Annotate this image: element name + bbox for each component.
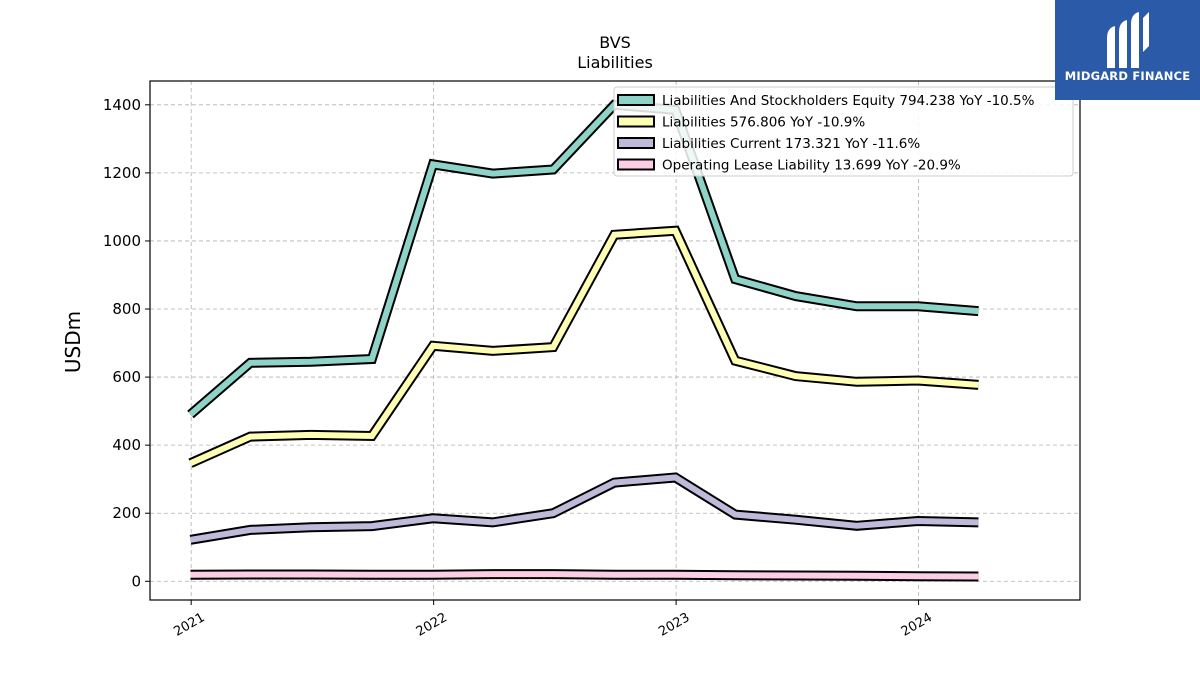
legend-swatch bbox=[617, 115, 655, 128]
logo-mark-icon bbox=[1107, 12, 1149, 68]
y-tick-label: 400 bbox=[112, 436, 141, 454]
x-tick-label: 2021 bbox=[171, 610, 207, 640]
legend-label: Operating Lease Liability 13.699 YoY -20… bbox=[662, 158, 961, 174]
y-tick-label: 1400 bbox=[103, 96, 141, 114]
y-tick-label: 600 bbox=[112, 368, 141, 386]
y-tick-label: 1200 bbox=[103, 164, 141, 182]
legend-swatch bbox=[617, 137, 655, 149]
x-axis: 2021 2022 2023 2024 bbox=[171, 600, 935, 640]
series-1 bbox=[188, 225, 979, 468]
series-0 bbox=[187, 99, 979, 419]
y-tick-label: 0 bbox=[131, 572, 141, 590]
y-axis-label: USDm bbox=[61, 311, 85, 373]
x-tick-label: 2024 bbox=[899, 610, 935, 640]
logo-text: MIDGARD FINANCE bbox=[1064, 69, 1191, 83]
series-line bbox=[188, 101, 979, 417]
series-line bbox=[190, 474, 979, 543]
y-axis: 0 200 400 600 800 1000 1200 1400 bbox=[103, 96, 150, 590]
series-line-outline bbox=[189, 472, 979, 545]
chart-subtitle: Liabilities bbox=[577, 53, 653, 72]
y-tick-label: 200 bbox=[112, 504, 141, 522]
y-tick-label: 1000 bbox=[103, 232, 141, 250]
legend-box bbox=[613, 86, 1074, 177]
series-layer bbox=[187, 99, 979, 582]
legend-item: Operating Lease Liability 13.699 YoY -20… bbox=[617, 158, 961, 174]
x-tick-label: 2022 bbox=[414, 610, 450, 640]
series-2 bbox=[189, 472, 979, 545]
series-line bbox=[189, 227, 979, 466]
legend-label: Liabilities And Stockholders Equity 794.… bbox=[662, 93, 1035, 109]
series-3 bbox=[190, 569, 979, 582]
y-tick-label: 800 bbox=[112, 300, 141, 318]
legend-swatch bbox=[617, 158, 655, 171]
legend-swatch bbox=[617, 94, 655, 106]
chart-title: BVS bbox=[599, 33, 631, 52]
series-line-outline bbox=[188, 225, 979, 468]
legend-label: Liabilities Current 173.321 YoY -11.6% bbox=[662, 136, 920, 152]
legend-label: Liabilities 576.806 YoY -10.9% bbox=[662, 115, 865, 131]
logo: MIDGARD FINANCE bbox=[1055, 0, 1200, 100]
legend-item: Liabilities Current 173.321 YoY -11.6% bbox=[617, 136, 920, 152]
plot-frame bbox=[149, 80, 1081, 601]
series-line bbox=[190, 571, 979, 580]
legend: Liabilities And Stockholders Equity 794.… bbox=[613, 86, 1074, 177]
legend-item: Liabilities 576.806 YoY -10.9% bbox=[617, 115, 865, 131]
legend-item: Liabilities And Stockholders Equity 794.… bbox=[617, 93, 1035, 109]
x-tick-label: 2023 bbox=[656, 610, 692, 640]
